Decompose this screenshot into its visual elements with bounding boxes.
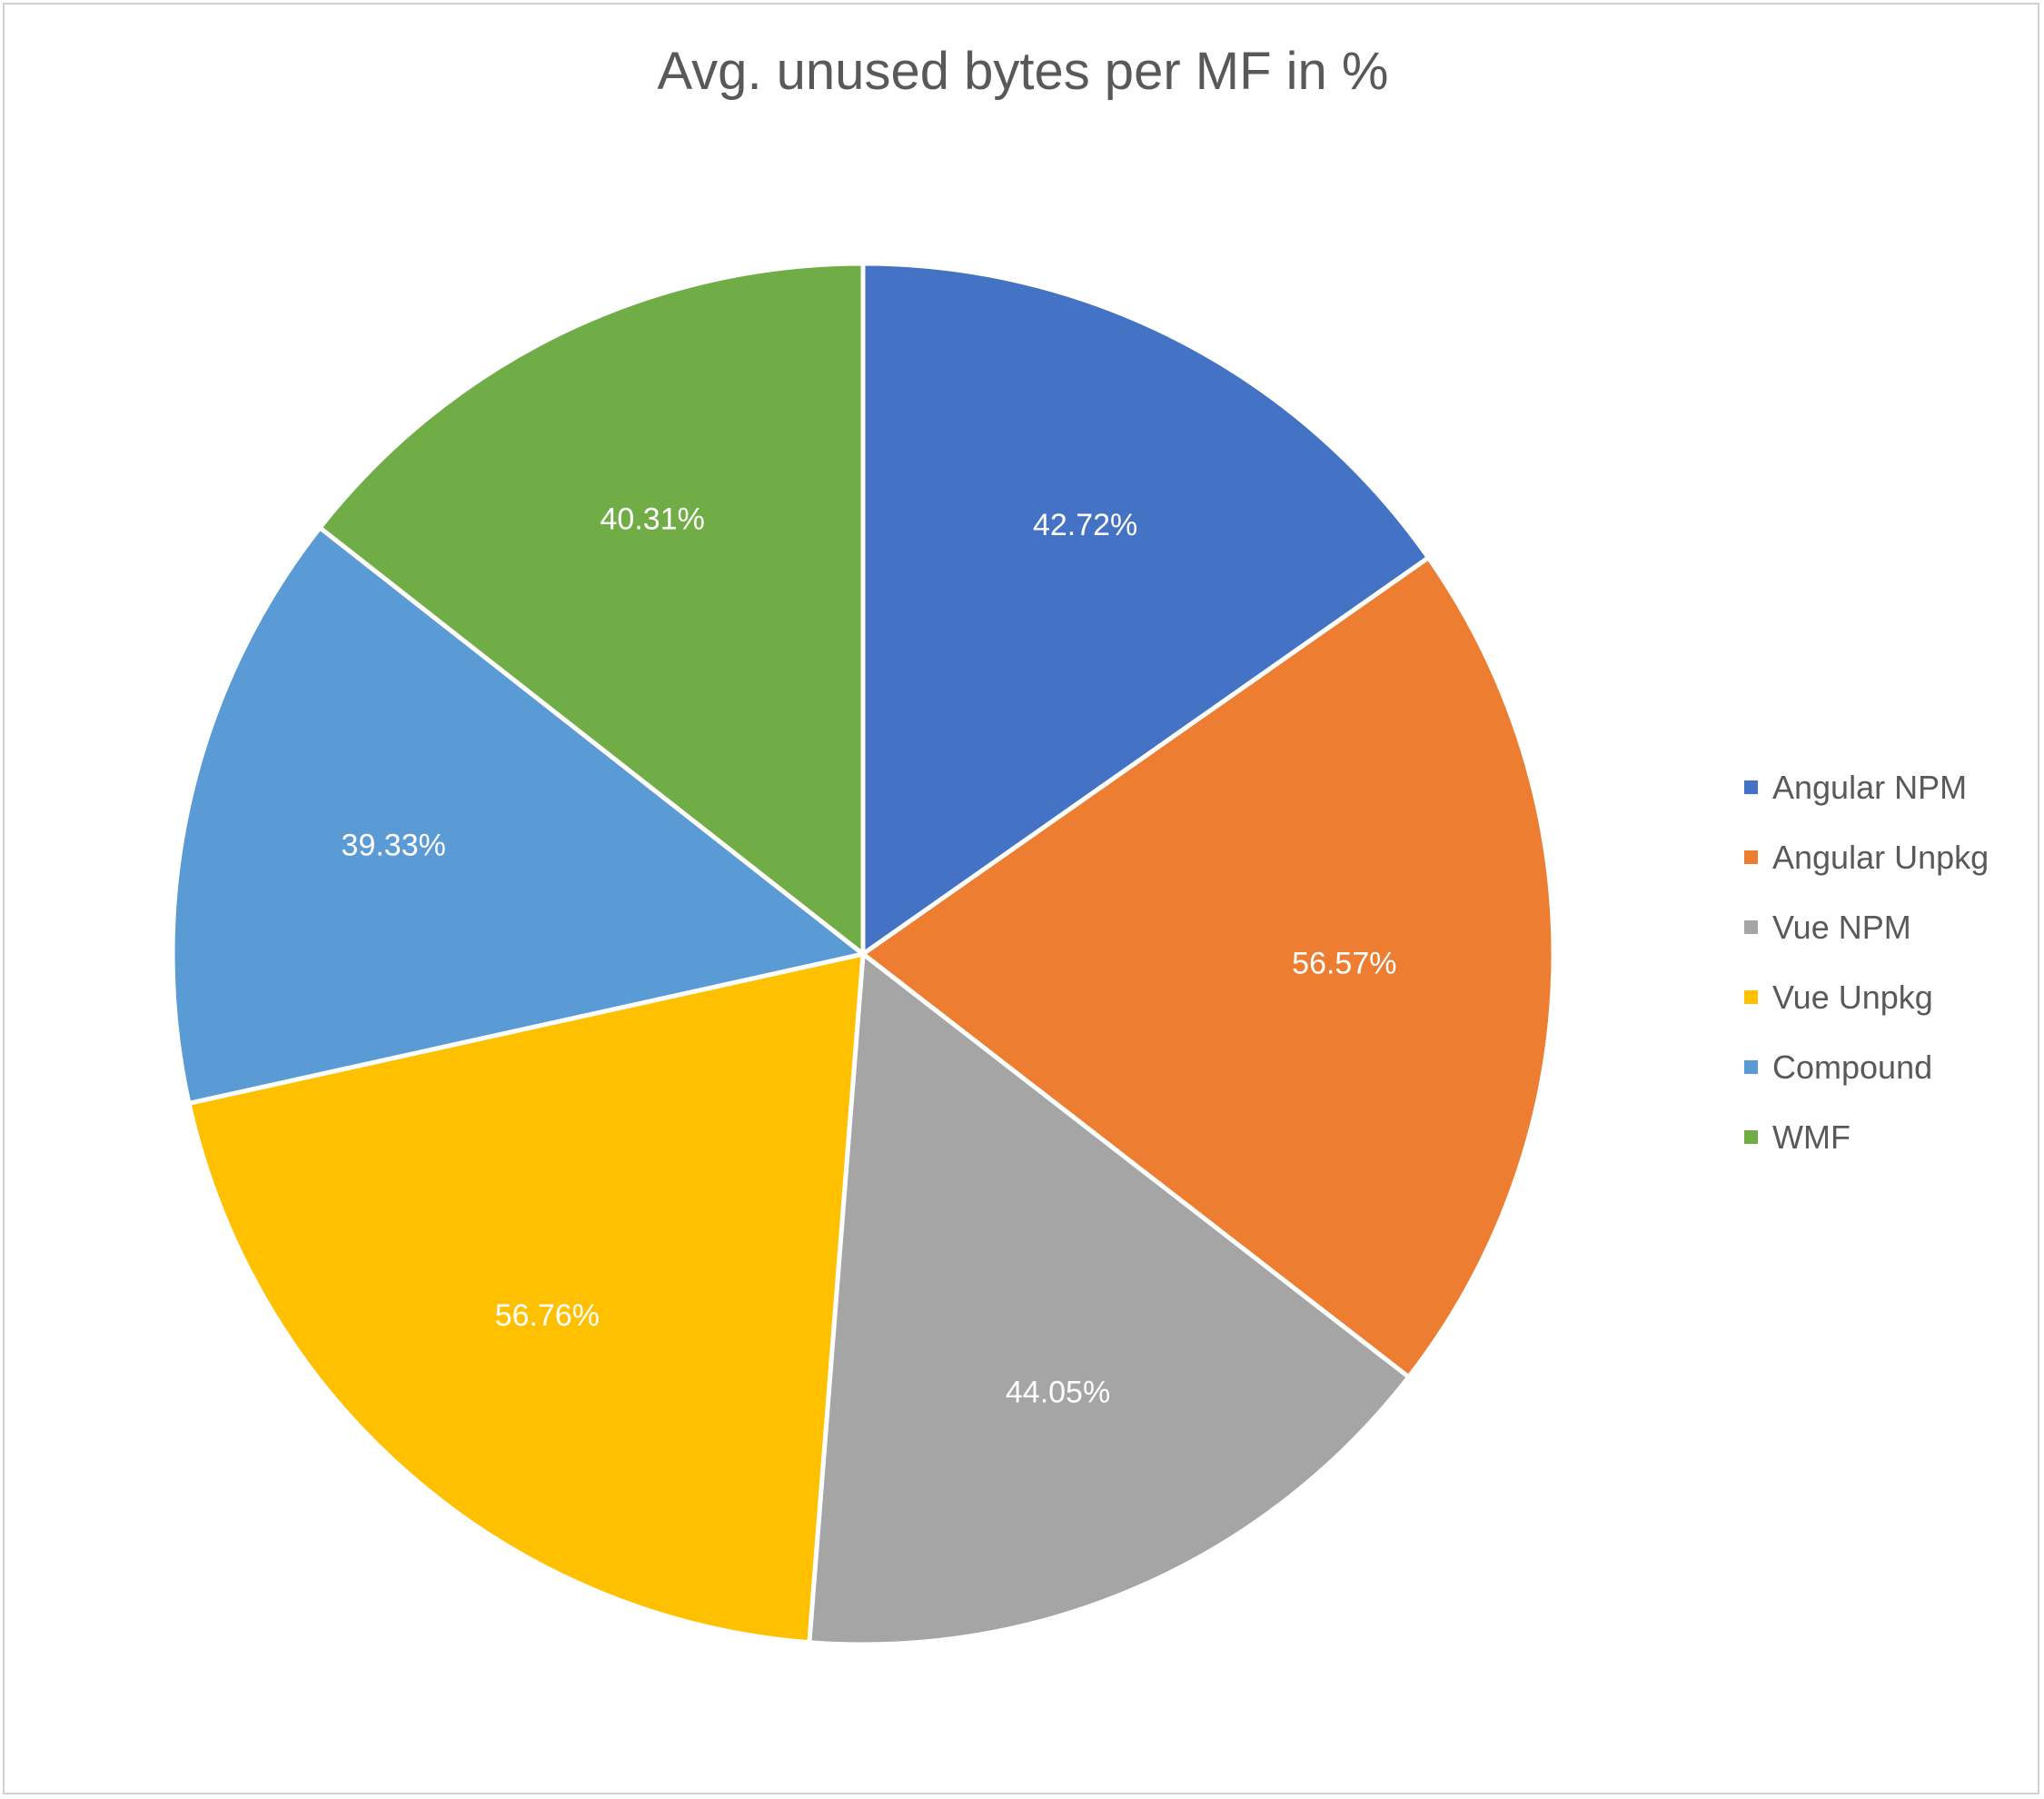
pie-slice-angular-unpkg bbox=[860, 555, 1556, 1380]
legend-label: Vue NPM bbox=[1772, 908, 1911, 946]
legend-item-angular-unpkg: Angular Unpkg bbox=[1744, 822, 2017, 892]
pie-slice-angular-npm bbox=[860, 261, 1431, 957]
data-label-vue-unpkg: 56.76% bbox=[495, 1298, 600, 1333]
data-label-compound: 39.33% bbox=[342, 828, 446, 862]
legend-label: Angular NPM bbox=[1772, 768, 1968, 806]
legend-label: Compound bbox=[1772, 1048, 1933, 1086]
chart-legend: Angular NPM Angular Unpkg Vue NPM Vue Unpkg… bbox=[1744, 752, 2017, 1172]
legend-item-compound: Compound bbox=[1744, 1032, 2017, 1102]
pie-slice-compound bbox=[170, 525, 866, 1106]
legend-label: Angular Unpkg bbox=[1772, 838, 1989, 876]
pie-data-labels: 42.72% 56.57% 44.05% 56.76% 39.33% 40.31% bbox=[342, 502, 1397, 1409]
data-label-angular-unpkg: 56.57% bbox=[1292, 947, 1396, 981]
legend-swatch bbox=[1744, 1060, 1758, 1074]
pie-slices bbox=[170, 261, 1556, 1647]
legend-swatch bbox=[1744, 1130, 1758, 1144]
legend-swatch bbox=[1744, 990, 1758, 1004]
pie-slice-vue-npm bbox=[807, 951, 1412, 1647]
legend-item-wmf: WMF bbox=[1744, 1102, 2017, 1172]
data-label-angular-npm: 42.72% bbox=[1033, 508, 1137, 542]
legend-item-vue-unpkg: Vue Unpkg bbox=[1744, 962, 2017, 1032]
legend-item-angular-npm: Angular NPM bbox=[1744, 752, 2017, 822]
legend-swatch bbox=[1744, 920, 1758, 934]
pie-slice-vue-unpkg bbox=[186, 951, 866, 1645]
legend-label: WMF bbox=[1772, 1118, 1851, 1156]
chart-title: Avg. unused bytes per MF in % bbox=[657, 42, 1389, 101]
legend-swatch bbox=[1744, 850, 1758, 864]
legend-item-vue-npm: Vue NPM bbox=[1744, 892, 2017, 962]
legend-swatch bbox=[1744, 780, 1758, 794]
pie-slice-wmf bbox=[317, 261, 866, 957]
data-label-wmf: 40.31% bbox=[600, 502, 705, 536]
data-label-vue-npm: 44.05% bbox=[1006, 1376, 1110, 1410]
legend-label: Vue Unpkg bbox=[1772, 978, 1933, 1016]
